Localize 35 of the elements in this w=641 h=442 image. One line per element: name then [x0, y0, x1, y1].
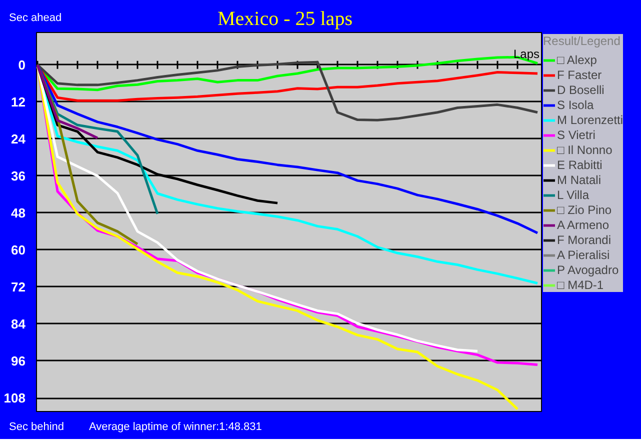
- legend-label: A Pieralisi: [557, 248, 610, 262]
- y-tick-label: 60: [11, 242, 26, 258]
- legend-label: L Villa: [557, 188, 590, 202]
- legend-label: M Lorenzetti: [557, 113, 624, 127]
- y-tick-label: 48: [11, 205, 26, 220]
- legend-label: F Faster: [557, 68, 602, 82]
- text: Average laptime of winner:1:48.831: [89, 420, 262, 435]
- line-series: [36, 60, 539, 122]
- legend-label: S Vietri: [557, 128, 596, 142]
- y-tick-label: 72: [11, 279, 26, 294]
- text: Sec behind: [9, 420, 64, 435]
- legend-label: □ Alexp: [557, 53, 597, 67]
- y-axis-title: Sec ahead: [9, 11, 62, 26]
- legend-label: □ Zio Pino: [557, 203, 612, 217]
- y-tick-label: 84: [11, 316, 26, 332]
- legend-label: P Avogadro: [557, 263, 619, 277]
- chart-title: Mexico - 25 laps: [218, 7, 352, 32]
- x-axis-title: Laps: [513, 46, 540, 61]
- legend-label: F Morandi: [557, 233, 612, 247]
- y-tick-label: 24: [11, 131, 26, 146]
- line-series: [36, 64, 99, 140]
- y-tick-label: 0: [18, 57, 26, 72]
- legend-label: S Isola: [557, 98, 594, 112]
- legend-label: □ M4D-1: [557, 278, 604, 292]
- legend-title: Result/Legend: [543, 34, 622, 48]
- legend-label: M Natali: [557, 173, 602, 187]
- y-tick-label: 12: [11, 94, 26, 110]
- legend-label: □ Il Nonno: [557, 143, 612, 157]
- y-tick-label: 108: [4, 390, 26, 406]
- legend-label: A Armeno: [557, 218, 610, 232]
- legend-label: D Boselli: [557, 83, 604, 97]
- legend-label: E Rabitti: [557, 158, 602, 172]
- line-series: [36, 64, 539, 234]
- y-tick-label: 36: [11, 168, 26, 184]
- y-tick-label: 96: [11, 353, 26, 368]
